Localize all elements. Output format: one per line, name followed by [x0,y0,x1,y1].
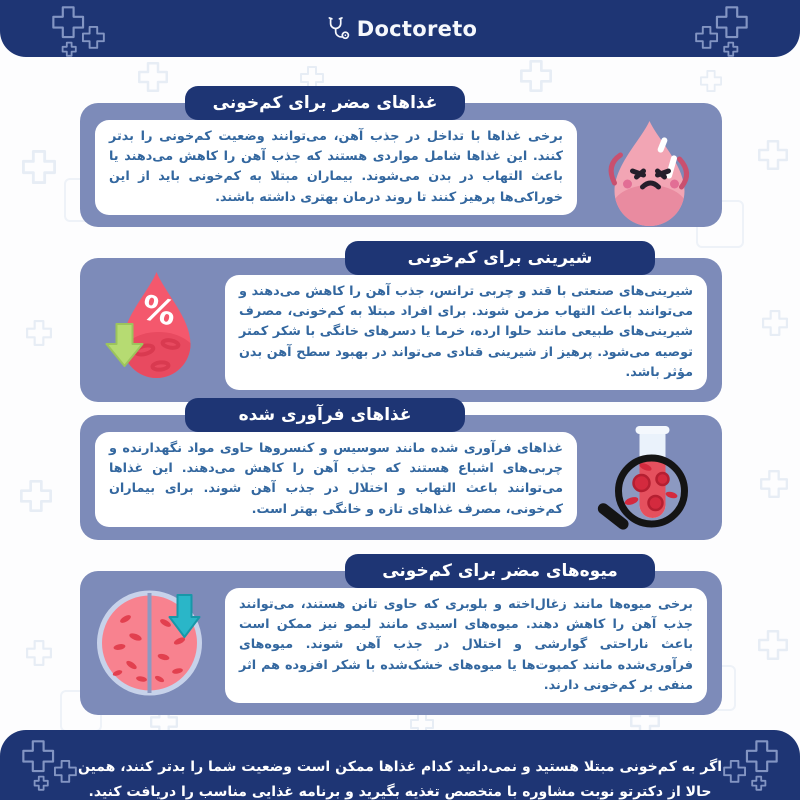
footer-band: اگر به کم‌خونی مبتلا هستید و نمی‌دانید ک… [0,730,800,800]
section-title: غذاهای مضر برای کم‌خونی [185,86,465,120]
section-body-text: برخی غذاها با تداخل در جذب آهن، می‌توانن… [109,129,563,205]
stethoscope-icon [328,17,349,40]
section-card-harmful-fruits: میوه‌های مضر برای کم‌خونی برخی میوه‌ها م… [80,554,722,716]
blood-drop-percent-decrease-icon: % [85,266,220,386]
section-body-text: غذاهای فرآوری شده مانند سوسیس و کنسروها … [109,441,563,517]
section-body-text: شیرینی‌های صنعتی با قند و چربی ترانس، جذ… [239,284,693,380]
section-title: شیرینی برای کم‌خونی [345,241,655,275]
cross-decoration-icon [723,740,778,791]
blood-test-tube-magnifier-icon [582,423,717,543]
section-title: میوه‌های مضر برای کم‌خونی [345,554,655,588]
header-band: Doctoreto [0,0,800,57]
section-body-panel: شیرینی‌های صنعتی با قند و چربی ترانس، جذ… [225,275,707,391]
section-card-processed-foods: غذاهای فرآوری شده غذاهای فرآوری شده مانن… [80,398,722,543]
fruit-half-decrease-icon [85,579,220,699]
section-card-sweets: شیرینی برای کم‌خونی شیرینی‌های صنعتی با … [80,241,722,403]
sad-blood-drop-icon [582,111,717,231]
section-body-panel: برخی غذاها با تداخل در جذب آهن، می‌توانن… [95,120,577,215]
section-body-panel: غذاهای فرآوری شده مانند سوسیس و کنسروها … [95,432,577,527]
cross-decoration-icon [695,6,748,57]
section-body-panel: برخی میوه‌ها مانند زغال‌اخته و بلوبری که… [225,588,707,704]
logo-text: Doctoreto [356,16,478,41]
section-title: غذاهای فرآوری شده [185,398,465,432]
section-body-text: برخی میوه‌ها مانند زغال‌اخته و بلوبری که… [239,597,693,693]
section-card-harmful-foods: غذاهای مضر برای کم‌خونی برخی غذاها با تد… [80,86,722,227]
footer-cta-text: اگر به کم‌خونی مبتلا هستید و نمی‌دانید ک… [77,759,723,800]
doctoreto-logo: Doctoreto [0,0,800,57]
